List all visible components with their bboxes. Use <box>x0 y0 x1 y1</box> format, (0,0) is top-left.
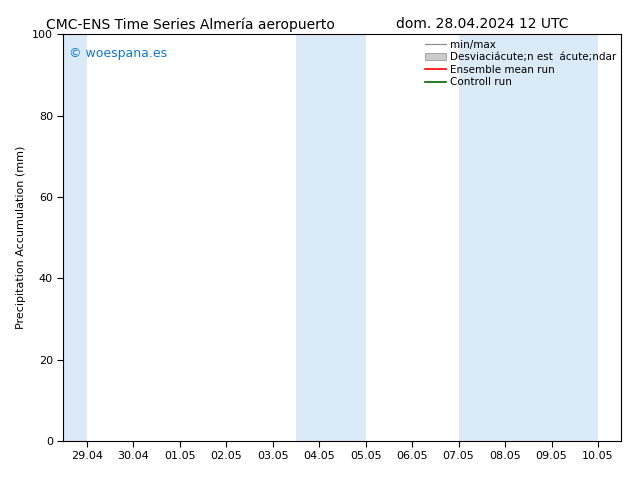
Text: dom. 28.04.2024 12 UTC: dom. 28.04.2024 12 UTC <box>396 17 568 31</box>
Text: CMC-ENS Time Series Almería aeropuerto: CMC-ENS Time Series Almería aeropuerto <box>46 17 335 32</box>
Legend: min/max, Desviaciácute;n est  ácute;ndar, Ensemble mean run, Controll run: min/max, Desviaciácute;n est ácute;ndar,… <box>423 37 618 89</box>
Y-axis label: Precipitation Accumulation (mm): Precipitation Accumulation (mm) <box>16 146 27 329</box>
Text: © woespana.es: © woespana.es <box>69 47 167 59</box>
Bar <box>63 34 87 441</box>
Bar <box>458 34 598 441</box>
Bar <box>296 34 366 441</box>
